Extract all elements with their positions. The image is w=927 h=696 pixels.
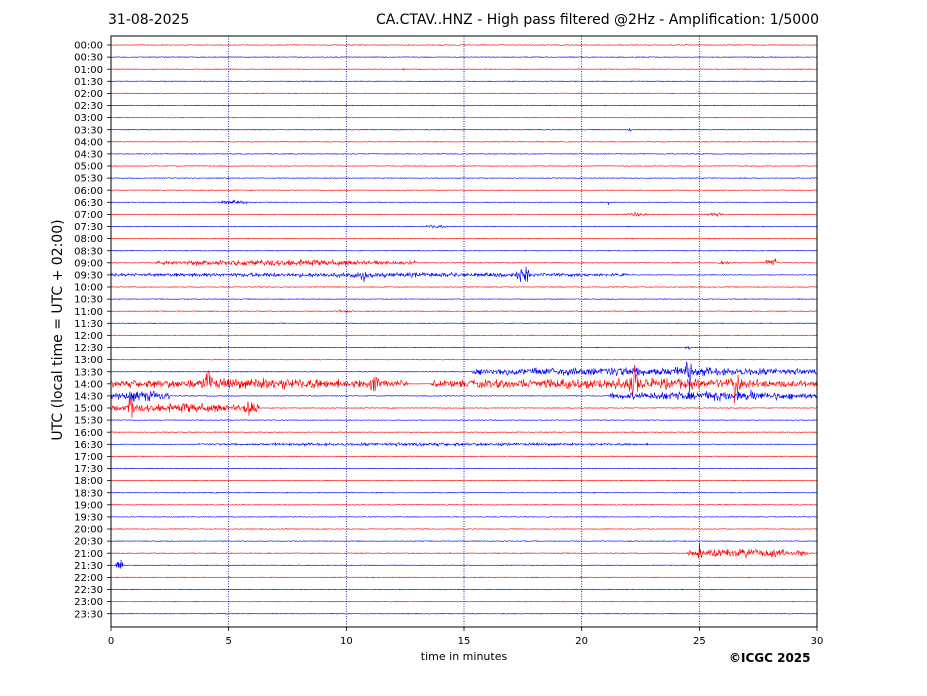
x-tick-label: 10 (340, 636, 353, 647)
y-tick-label: 00:00 (74, 41, 103, 52)
trace-1200 (110, 334, 817, 337)
y-tick-label: 14:00 (74, 379, 103, 390)
y-tick-label: 17:00 (74, 452, 103, 463)
y-tick-label: 10:00 (74, 283, 103, 294)
y-tick-label: 17:30 (74, 464, 103, 475)
y-tick-label: 02:30 (74, 101, 103, 112)
y-tick-label: 15:00 (74, 404, 103, 415)
trace-1530 (110, 419, 818, 421)
y-tick-label: 22:30 (74, 585, 103, 596)
plot-date: 31-08-2025 (108, 12, 190, 28)
y-tick-label: 02:00 (74, 89, 103, 100)
trace-1400 (110, 364, 818, 404)
x-axis-label: time in minutes (420, 650, 508, 663)
y-tick-label: 00:30 (74, 53, 103, 64)
y-tick-label: 12:30 (74, 343, 103, 354)
trace-1830 (110, 491, 818, 494)
trace-2130 (110, 559, 818, 569)
trace-0030 (110, 56, 818, 58)
plot-title: CA.CTAV..HNZ - High pass filtered @2Hz -… (376, 12, 819, 28)
x-axis-ticks: 0 5 10 15 20 25 30 (108, 627, 824, 647)
y-tick-label: 20:00 (74, 525, 103, 536)
y-tick-label: 16:00 (74, 428, 103, 439)
x-tick-label: 15 (458, 636, 471, 647)
x-tick-label: 20 (575, 636, 588, 647)
y-tick-label: 15:30 (74, 416, 103, 427)
y-tick-label: 05:00 (74, 162, 103, 173)
trace-0900 (110, 258, 818, 267)
y-tick-label: 08:30 (74, 246, 103, 257)
y-tick-label: 10:30 (74, 295, 103, 306)
y-tick-label: 13:30 (74, 367, 103, 378)
trace-0600 (110, 189, 818, 192)
trace-1230 (110, 345, 818, 351)
y-tick-label: 04:00 (74, 137, 103, 148)
y-tick-label: 12:00 (74, 331, 103, 342)
y-tick-label: 19:00 (74, 500, 103, 511)
y-tick-label: 06:30 (74, 198, 103, 209)
y-tick-label: 04:30 (74, 150, 103, 161)
trace-1800 (110, 479, 818, 482)
y-tick-label: 08:00 (74, 234, 103, 245)
trace-1900 (110, 503, 818, 506)
trace-0530 (110, 177, 818, 179)
y-tick-label: 18:00 (74, 476, 103, 487)
y-tick-label: 09:30 (74, 271, 103, 282)
trace-1500 (110, 396, 818, 418)
trace-0830 (110, 249, 818, 252)
y-tick-label: 21:00 (74, 549, 103, 560)
trace-0230 (110, 104, 818, 107)
y-tick-label: 21:30 (74, 561, 103, 572)
y-tick-label: 20:30 (74, 537, 103, 548)
y-axis-ticks: 00:0000:3001:0001:3002:0002:3003:0003:30… (74, 41, 111, 620)
y-tick-label: 03:30 (74, 125, 103, 136)
trace-0630 (110, 199, 818, 205)
x-tick-label: 30 (811, 636, 824, 647)
y-tick-label: 01:00 (74, 65, 103, 76)
trace-2200 (110, 576, 818, 579)
y-tick-label: 23:00 (74, 597, 103, 608)
x-tick-label: 0 (108, 636, 114, 647)
y-tick-label: 01:30 (74, 77, 103, 88)
y-tick-label: 23:30 (74, 609, 103, 620)
y-tick-label: 09:00 (74, 258, 103, 269)
y-tick-label: 03:00 (74, 113, 103, 124)
y-tick-label: 19:30 (74, 513, 103, 524)
y-tick-label: 22:00 (74, 573, 103, 584)
vertical-gridlines (228, 36, 700, 627)
trace-2100 (110, 542, 818, 559)
y-tick-label: 18:30 (74, 488, 103, 499)
y-tick-label: 13:00 (74, 355, 103, 366)
y-tick-label: 05:30 (74, 174, 103, 185)
y-tick-label: 14:30 (74, 392, 103, 403)
trace-0000 (110, 44, 818, 46)
trace-1430 (110, 389, 818, 402)
x-tick-label: 25 (693, 636, 706, 647)
y-tick-label: 11:00 (74, 307, 103, 318)
y-tick-label: 06:00 (74, 186, 103, 197)
y-tick-label: 07:00 (74, 210, 103, 221)
trace-0300 (110, 116, 818, 119)
copyright-notice: ©ICGC 2025 (729, 651, 811, 665)
x-tick-label: 5 (225, 636, 231, 647)
y-tick-label: 07:30 (74, 222, 103, 233)
y-tick-label: 11:30 (74, 319, 103, 330)
y-tick-label: 16:30 (74, 440, 103, 451)
